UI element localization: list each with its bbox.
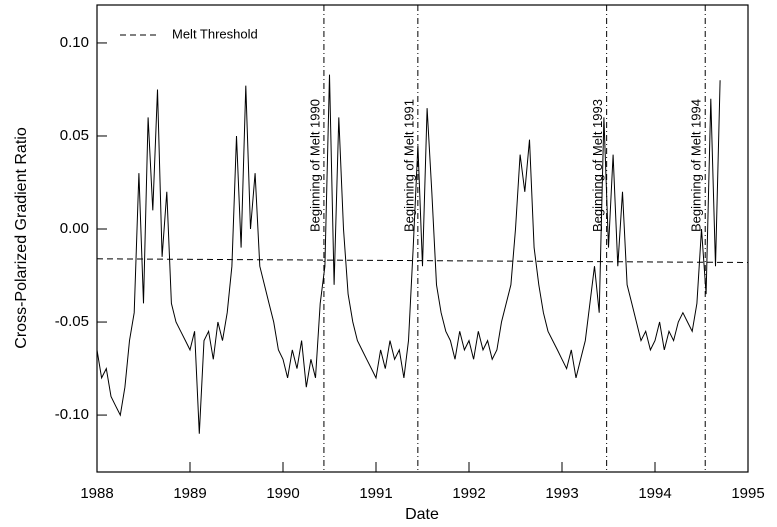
melt-onset-label: Beginning of Melt 1993: [590, 99, 605, 232]
x-tick-label: 1995: [731, 485, 764, 502]
melt-onset-label: Beginning of Melt 1991: [401, 99, 416, 232]
x-tick-label: 1993: [545, 485, 578, 502]
y-tick-label: -0.10: [55, 406, 89, 423]
x-tick-label: 1994: [638, 485, 671, 502]
melt-onset-label: Beginning of Melt 1990: [307, 99, 322, 232]
y-tick-label: 0.10: [60, 34, 89, 51]
melt-onset-label: Beginning of Melt 1994: [689, 99, 704, 232]
data-line: [96, 74, 721, 434]
x-tick-label: 1991: [359, 485, 392, 502]
x-tick-label: 1992: [452, 485, 485, 502]
y-tick-label: -0.05: [55, 313, 89, 330]
y-tick-label: 0.00: [60, 220, 89, 237]
x-tick-label: 1988: [80, 485, 113, 502]
x-tick-label: 1989: [173, 485, 206, 502]
x-axis-label: Date: [405, 506, 439, 523]
x-tick-label: 1990: [266, 485, 299, 502]
y-tick-label: 0.05: [60, 127, 89, 144]
legend-label: Melt Threshold: [172, 26, 258, 41]
plot-frame: [96, 4, 749, 473]
y-axis-label: Cross-Polarized Gradient Ratio: [13, 127, 30, 349]
threshold-line: [96, 258, 749, 263]
